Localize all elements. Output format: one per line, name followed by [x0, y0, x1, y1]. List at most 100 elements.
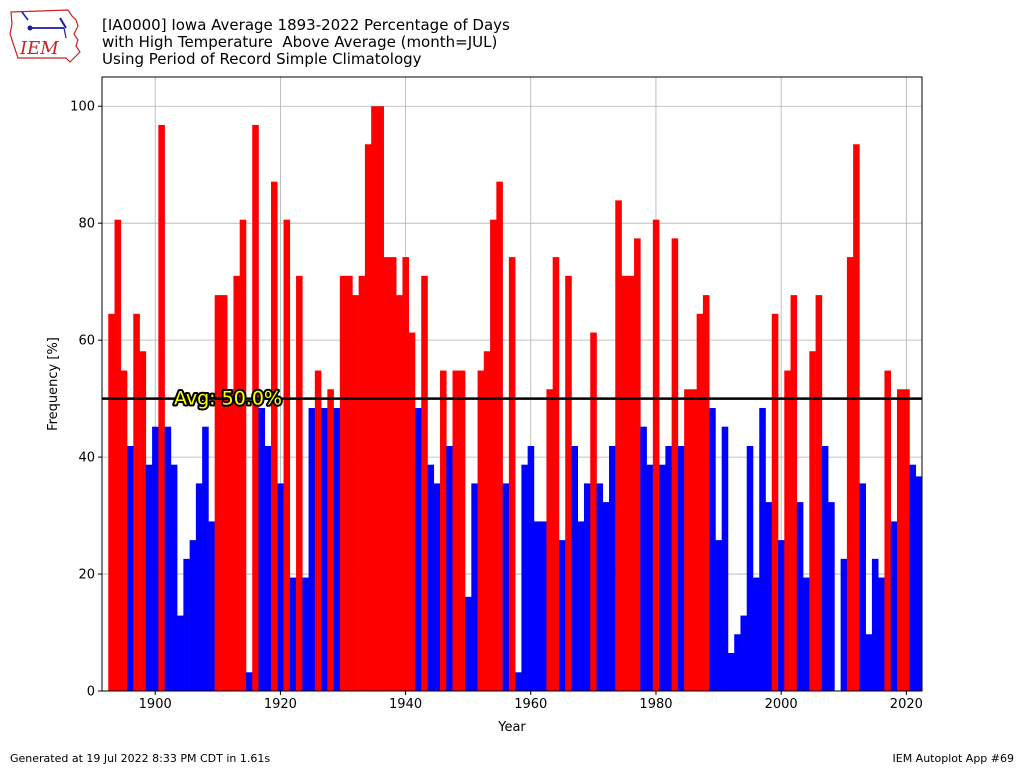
- bar-1992: [727, 652, 735, 691]
- x-tick-label: 1940: [389, 697, 422, 712]
- bar-1975: [621, 275, 629, 691]
- bar-1969: [583, 483, 591, 691]
- bar-1897: [133, 313, 140, 691]
- bar-1901: [158, 124, 165, 691]
- bar-1948: [452, 370, 460, 691]
- bar-1961: [533, 521, 541, 691]
- app-label: IEM Autoplot App #69: [892, 752, 1015, 765]
- bar-1913: [233, 275, 241, 691]
- x-tick-label: 2000: [765, 697, 798, 712]
- bar-1914: [239, 219, 247, 691]
- bar-1988: [702, 295, 710, 691]
- bar-1924: [302, 577, 309, 691]
- bar-1931: [346, 275, 353, 691]
- bar-2002: [790, 295, 798, 691]
- bar-1911: [220, 295, 228, 691]
- bar-1990: [715, 540, 722, 691]
- y-tick-label: 0: [87, 685, 95, 700]
- bar-1903: [170, 464, 178, 691]
- bar-1976: [627, 275, 635, 691]
- bar-1941: [408, 332, 416, 691]
- bar-1920: [277, 483, 284, 691]
- bar-1916: [252, 124, 259, 691]
- bar-2014: [865, 634, 873, 691]
- bar-1960: [527, 445, 535, 691]
- bar-1938: [389, 257, 397, 691]
- bar-1918: [264, 445, 272, 691]
- bar-1967: [571, 445, 579, 691]
- bar-1977: [634, 238, 641, 691]
- bar-1954: [490, 219, 497, 691]
- bar-1957: [508, 257, 516, 691]
- bar-1991: [721, 426, 729, 691]
- logo-text: IEM: [19, 38, 59, 59]
- bar-1945: [433, 483, 441, 691]
- bar-1950: [465, 596, 472, 691]
- bar-1944: [427, 464, 435, 691]
- axes: 1900 1920 1940 1960 1980 2000 2020 0 20 40 60 80 100…: [46, 76, 923, 735]
- bar-1962: [540, 521, 547, 691]
- bar-1930: [339, 275, 347, 691]
- bar-1982: [665, 445, 672, 691]
- bar-1910: [214, 295, 222, 691]
- iowa-state-outline: [9, 9, 81, 63]
- bar-1974: [615, 200, 622, 691]
- bar-1989: [709, 407, 716, 691]
- bar-1933: [358, 275, 366, 691]
- bar-1984: [677, 445, 685, 691]
- bar-1997: [759, 407, 766, 691]
- bar-1905: [183, 558, 190, 691]
- bar-1926: [314, 370, 322, 691]
- bar-1947: [446, 445, 453, 691]
- bar-2011: [846, 257, 854, 691]
- y-tick-label: 60: [78, 334, 95, 349]
- bar-1946: [440, 370, 447, 691]
- bar-1971: [596, 483, 604, 691]
- bar-1896: [127, 445, 134, 691]
- bar-2005: [809, 351, 816, 691]
- bar-1980: [652, 219, 660, 691]
- y-tick-label: 20: [78, 568, 95, 583]
- bar-2007: [821, 445, 829, 691]
- chart-title-line-2: with High Temperature Above Average (mon…: [102, 33, 498, 51]
- bar-1934: [364, 144, 372, 691]
- bar-1925: [308, 407, 316, 691]
- average-overlay: Avg: 50.0%: [102, 386, 922, 412]
- bar-1917: [258, 407, 266, 691]
- bar-1985: [684, 389, 691, 691]
- bar-1927: [321, 407, 328, 691]
- chart-title-line-1: [IA0000] Iowa Average 1893-2022 Percenta…: [102, 16, 510, 34]
- bar-2020: [903, 389, 910, 691]
- bar-1937: [383, 257, 391, 691]
- generated-timestamp: Generated at 19 Jul 2022 8:33 PM CDT in …: [10, 752, 271, 765]
- bar-1902: [164, 426, 172, 691]
- bar-1932: [352, 295, 359, 691]
- bar-1949: [458, 370, 466, 691]
- bar-1894: [114, 219, 122, 691]
- bar-1929: [333, 407, 341, 691]
- bar-1943: [421, 275, 428, 691]
- bar-1893: [108, 313, 115, 691]
- bar-1966: [565, 275, 572, 691]
- iem-logo: IEM: [9, 9, 81, 63]
- bar-1958: [515, 672, 522, 691]
- x-axis-label: Year: [497, 720, 526, 735]
- x-tick-label: 2020: [890, 697, 923, 712]
- y-tick-label: 100: [70, 100, 95, 115]
- bar-2004: [803, 577, 810, 691]
- x-tick-label: 1920: [264, 697, 297, 712]
- bar-2003: [796, 502, 804, 691]
- bar-1928: [327, 389, 334, 691]
- bar-1994: [740, 615, 748, 691]
- bar-1963: [546, 389, 553, 691]
- bar-1968: [577, 521, 585, 691]
- x-tick-label: 1960: [514, 697, 547, 712]
- bar-1953: [483, 351, 491, 691]
- bar-2013: [859, 483, 866, 691]
- bar-1993: [734, 634, 741, 691]
- bar-2001: [784, 370, 791, 691]
- bar-1981: [659, 464, 666, 691]
- bar-1939: [396, 295, 403, 691]
- bar-1973: [609, 445, 616, 691]
